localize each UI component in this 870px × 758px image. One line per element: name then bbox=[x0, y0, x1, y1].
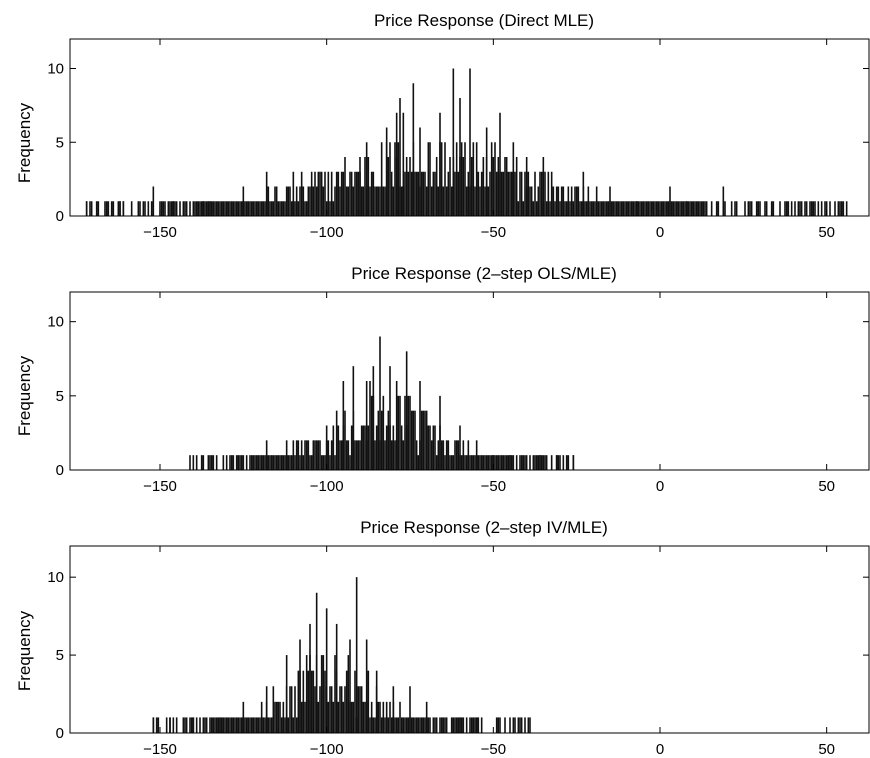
panel-title: Price Response (Direct MLE) bbox=[374, 11, 594, 30]
x-tick-label: −50 bbox=[481, 224, 506, 241]
y-tick-label: 10 bbox=[47, 569, 64, 586]
axes-frame bbox=[69, 291, 870, 471]
x-tick-label: −100 bbox=[310, 741, 344, 758]
y-tick-label: 5 bbox=[56, 134, 64, 151]
x-tick-label: −50 bbox=[481, 741, 506, 758]
histogram-bars bbox=[189, 336, 575, 470]
y-axis-label: Frequency bbox=[15, 102, 34, 183]
x-tick-label: −150 bbox=[143, 224, 177, 241]
y-tick-label: 5 bbox=[56, 647, 64, 664]
histogram-bars bbox=[152, 577, 531, 733]
y-axis-label: Frequency bbox=[15, 355, 34, 436]
y-axis-label: Frequency bbox=[15, 610, 34, 691]
x-tick-label: 50 bbox=[818, 224, 835, 241]
y-tick-label: 0 bbox=[56, 208, 64, 225]
x-tick-label: 0 bbox=[656, 478, 664, 495]
axes-frame bbox=[69, 38, 870, 217]
x-tick-label: −150 bbox=[143, 478, 177, 495]
panel-2step-iv-mle: Price Response (2–step IV/MLE) Frequency… bbox=[15, 518, 870, 758]
y-tick-label: 10 bbox=[47, 314, 64, 331]
panel-title: Price Response (2–step OLS/MLE) bbox=[351, 264, 617, 283]
histogram-bars bbox=[85, 68, 848, 216]
x-tick-label: 0 bbox=[656, 224, 664, 241]
y-tick-label: 10 bbox=[47, 61, 64, 78]
panel-2step-ols-mle: Price Response (2–step OLS/MLE) Frequenc… bbox=[15, 264, 870, 495]
y-tick-label: 0 bbox=[56, 462, 64, 479]
panel-direct-mle: Price Response (Direct MLE) Frequency −1… bbox=[15, 11, 870, 241]
x-tick-label: 50 bbox=[818, 741, 835, 758]
axes-frame bbox=[69, 545, 870, 734]
x-tick-label: 0 bbox=[656, 741, 664, 758]
x-tick-label: −100 bbox=[310, 478, 344, 495]
x-tick-label: −50 bbox=[481, 478, 506, 495]
y-tick-label: 5 bbox=[56, 388, 64, 405]
y-tick-label: 0 bbox=[56, 725, 64, 742]
x-tick-label: 50 bbox=[818, 478, 835, 495]
panel-title: Price Response (2–step IV/MLE) bbox=[360, 518, 608, 537]
x-tick-label: −150 bbox=[143, 741, 177, 758]
x-tick-label: −100 bbox=[310, 224, 344, 241]
